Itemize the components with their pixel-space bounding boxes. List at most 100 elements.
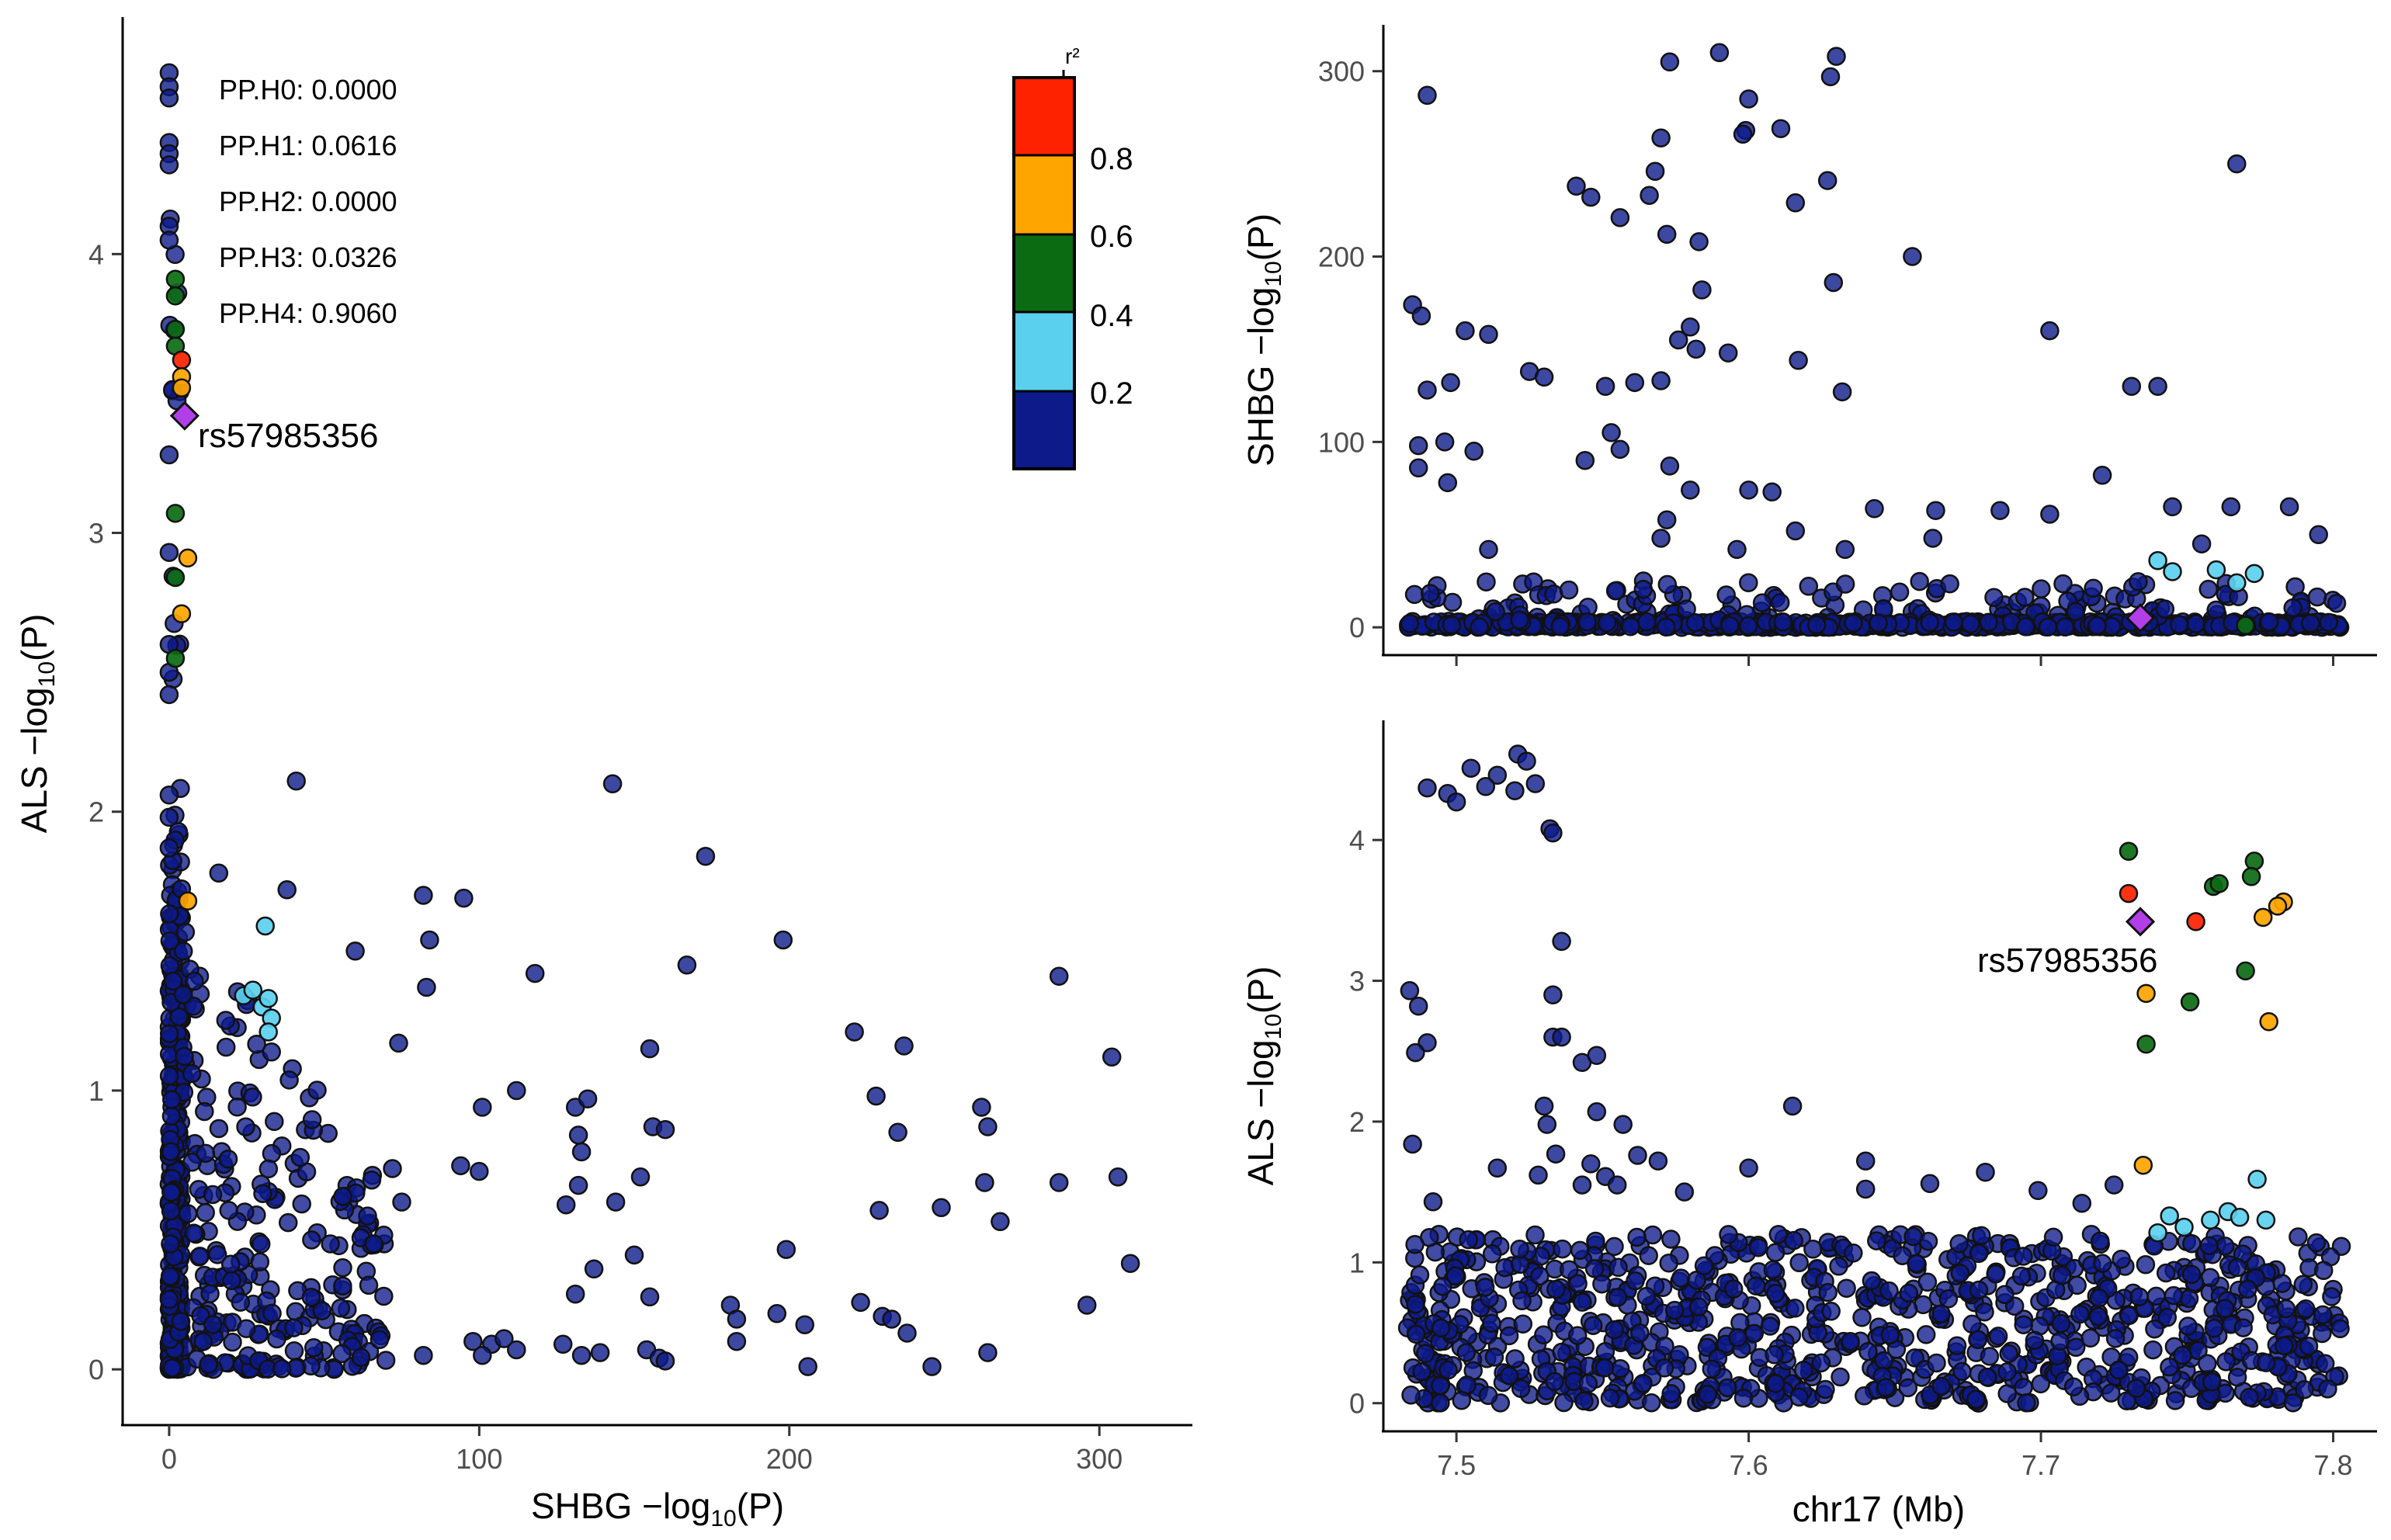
snp-point (767, 1304, 787, 1323)
snp-point (159, 88, 179, 108)
snp-point (222, 1271, 241, 1291)
snp-point (277, 880, 297, 900)
snp-point (602, 774, 623, 794)
snp-point-ld-low (2201, 1210, 2220, 1230)
snp-point (301, 1287, 321, 1307)
snp-point-ld-high (2259, 1011, 2278, 1032)
snp-point (161, 1183, 181, 1202)
snp-point (978, 1343, 998, 1362)
snp-point (1835, 574, 1855, 594)
snp-point (2164, 1285, 2184, 1306)
snp-point (2318, 1379, 2337, 1399)
snp-point (869, 1201, 889, 1220)
y-tick-label: 100 (1318, 426, 1365, 458)
snp-point-ld-low (255, 916, 275, 936)
snp-point (1049, 1173, 1069, 1192)
snp-point (1716, 585, 1736, 605)
snp-point (1654, 1358, 1674, 1378)
snp-point (203, 1184, 223, 1205)
snp-point (1600, 1388, 1620, 1408)
snp-point (568, 1126, 588, 1145)
snp-point (312, 1301, 332, 1320)
snp-point (1806, 615, 1827, 635)
snp-point (624, 1245, 644, 1265)
y-tick-label: 4 (1349, 824, 1365, 856)
snp-point (190, 1247, 210, 1266)
snp-point (1789, 351, 1808, 370)
snp-point (1438, 473, 1458, 493)
snp-point (307, 1080, 327, 1100)
y-tick-label: 200 (1318, 241, 1365, 273)
snp-point (2119, 1306, 2139, 1326)
snp-point (1727, 539, 1747, 560)
snp-point (1570, 1240, 1590, 1261)
x-axis-ticks (1455, 655, 2335, 666)
snp-point (345, 942, 365, 961)
snp-point (199, 1354, 218, 1375)
snp-point (1717, 1378, 1737, 1398)
snp-point (2122, 376, 2142, 396)
snp-point (173, 942, 193, 961)
snp-point (1972, 1226, 1991, 1246)
colorbar-segment-lowest (1014, 391, 1074, 469)
snp-point (159, 543, 179, 562)
snp-point (1694, 1256, 1714, 1275)
snp-point (470, 1161, 489, 1181)
snp-point (1530, 1266, 1549, 1286)
snp-point (302, 1230, 321, 1250)
snp-point (727, 1331, 747, 1351)
snp-point (2191, 534, 2212, 553)
snp-point (1984, 588, 2004, 607)
snp-point (333, 1258, 352, 1278)
snp-point (1431, 1393, 1450, 1413)
snp-point (1999, 1344, 2018, 1364)
snp-point (1990, 501, 2010, 520)
snp-point (231, 1292, 251, 1312)
y-tick-label: 300 (1318, 56, 1365, 88)
snp-point (1552, 931, 1571, 952)
snp-point (1610, 439, 1630, 460)
snp-point (223, 1332, 242, 1352)
snp-point (1698, 1384, 1717, 1404)
snp-point (2052, 1266, 2072, 1285)
snp-point (1418, 380, 1437, 400)
x-axis-ticks: 0 100 200 300 (161, 1425, 1123, 1475)
snp-point (1832, 382, 1852, 402)
snp-point (414, 886, 433, 905)
snp-point-ld-mid (2236, 961, 2255, 981)
snp-point (237, 1319, 256, 1338)
snp-point (1578, 1374, 1598, 1393)
snp-point (1487, 1158, 1508, 1178)
snp-point (2313, 1305, 2333, 1325)
snp-point (1931, 1304, 1951, 1323)
snp-point (2299, 1336, 2319, 1356)
colorbar-segment-highest (1014, 78, 1074, 155)
snp-point-ld-high (2253, 907, 2273, 928)
shbg-locus-panel: 0 100 200 300 SHBG −log10(P) (1241, 25, 2377, 666)
snp-point (1709, 43, 1730, 63)
snp-point (2104, 1175, 2124, 1195)
snp-point (2055, 617, 2075, 637)
snp-point (1685, 612, 1706, 633)
x-tick-label: 100 (456, 1443, 502, 1475)
snp-point (2315, 1354, 2335, 1374)
snp-point (2178, 1316, 2198, 1336)
snp-point (1907, 1254, 1926, 1273)
snp-point (2143, 1340, 2163, 1360)
snp-point-ld-mid (165, 320, 186, 339)
snp-point (196, 1203, 215, 1223)
snp-point (1949, 1233, 1969, 1254)
snp-point-ld-low (2256, 1210, 2276, 1230)
snp-point (2053, 574, 2073, 594)
y-tick-label: 1 (1349, 1247, 1365, 1278)
snp-point (1771, 119, 1791, 138)
colorbar-segment-high (1014, 155, 1074, 234)
snp-point (1765, 1284, 1785, 1303)
y-tick-label: 3 (1349, 966, 1365, 997)
snp-point (1583, 1316, 1603, 1335)
snp-point (2091, 1231, 2110, 1251)
snp-point (1584, 1259, 1605, 1278)
snp-point (209, 863, 229, 883)
snp-point (1559, 580, 1579, 600)
snp-point (1642, 1393, 1661, 1413)
